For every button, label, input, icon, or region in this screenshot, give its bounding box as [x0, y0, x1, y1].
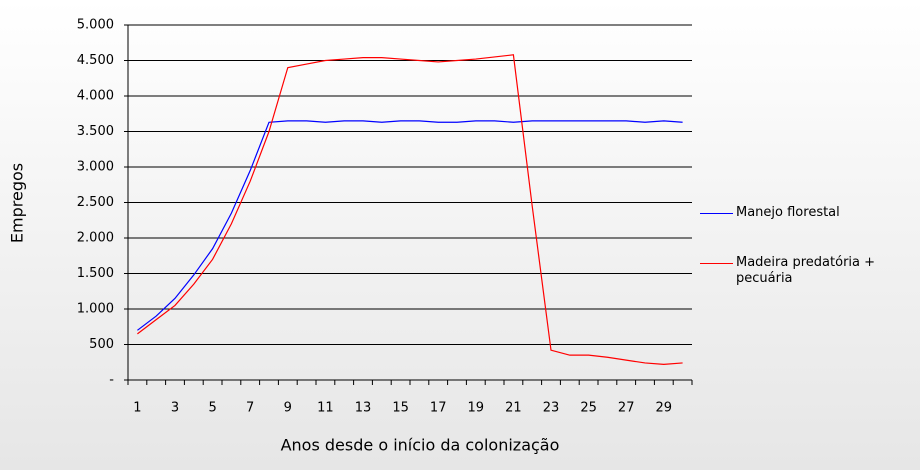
x-tick-label: 1 [133, 401, 141, 416]
legend-item: Madeira predatória + pecuária [700, 255, 906, 287]
y-tick-label: - [109, 373, 114, 388]
y-axis-label: Empregos [8, 163, 27, 243]
x-tick-label: 7 [246, 401, 254, 416]
x-tick-label: 11 [317, 401, 334, 416]
legend-label: Madeira predatória + pecuária [736, 255, 876, 286]
x-tick-label: 15 [392, 401, 409, 416]
x-axis-label: Anos desde o início da colonização [281, 436, 560, 455]
legend-swatch [700, 263, 733, 264]
x-tick-label: 19 [468, 401, 485, 416]
y-tick-label: 500 [89, 337, 114, 352]
y-tick-label: 3.500 [77, 124, 114, 139]
x-tick-label: 3 [171, 401, 179, 416]
x-tick-label: 29 [656, 401, 673, 416]
legend-swatch [700, 213, 733, 214]
legend-label: Manejo florestal [736, 205, 840, 220]
y-tick-label: 1.000 [77, 302, 114, 317]
series-line [137, 54, 683, 365]
x-tick-label: 13 [355, 401, 372, 416]
x-tick-label: 17 [430, 401, 447, 416]
y-tick-label: 4.500 [77, 53, 114, 68]
x-tick-label: 23 [543, 401, 560, 416]
x-tick-label: 5 [208, 401, 216, 416]
series-line [137, 120, 683, 331]
legend-item: Manejo florestal [700, 205, 906, 221]
x-tick-label: 21 [505, 401, 522, 416]
y-tick-label: 2.000 [77, 231, 114, 246]
y-tick-label: 4.000 [77, 89, 114, 104]
y-tick-label: 3.000 [77, 160, 114, 175]
x-tick-label: 25 [580, 401, 597, 416]
y-tick-label: 2.500 [77, 195, 114, 210]
x-tick-label: 27 [618, 401, 635, 416]
y-tick-label: 1.500 [77, 266, 114, 281]
x-tick-label: 9 [284, 401, 292, 416]
y-tick-label: 5.000 [77, 18, 114, 33]
